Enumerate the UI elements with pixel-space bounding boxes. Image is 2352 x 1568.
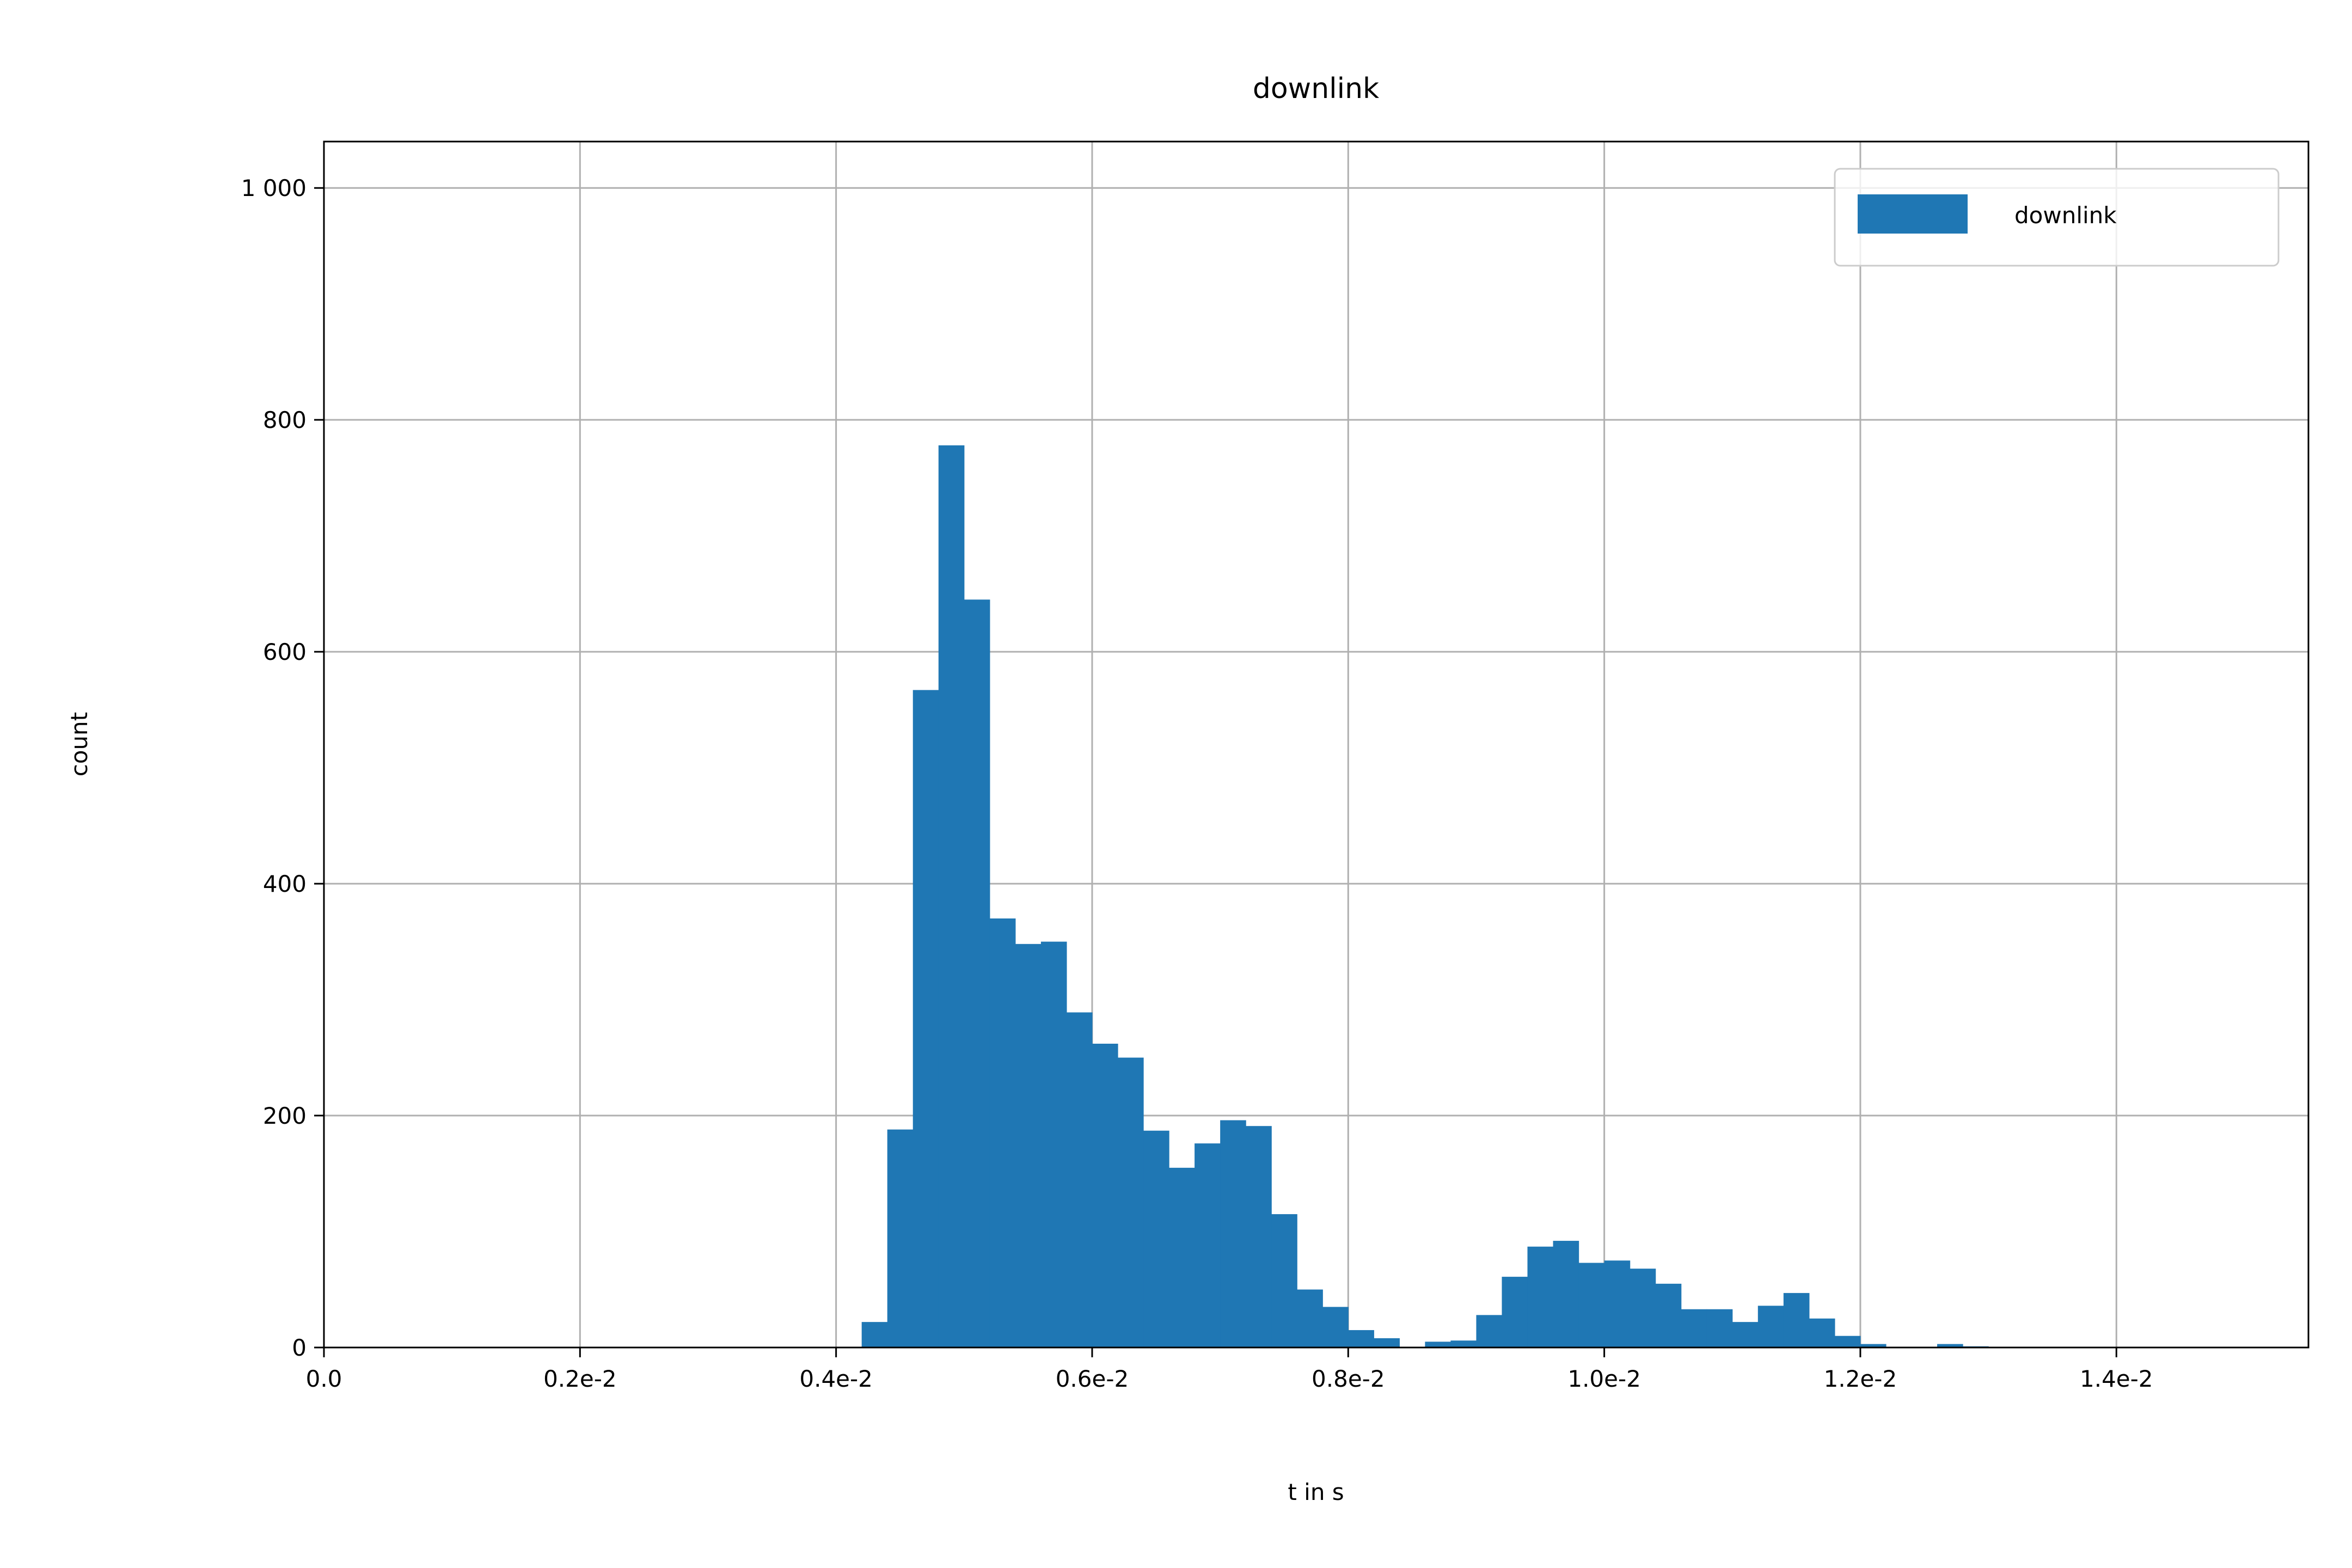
histogram-bar xyxy=(1655,1283,1682,1347)
histogram-bar xyxy=(989,918,1016,1347)
histogram-bar xyxy=(1169,1167,1195,1347)
histogram-bar xyxy=(1553,1241,1579,1347)
x-tick-label: 0.6e-2 xyxy=(1056,1365,1129,1392)
histogram-bar xyxy=(912,690,939,1347)
plot-area-background xyxy=(324,142,2308,1347)
histogram-bar xyxy=(1348,1330,1374,1347)
histogram-bar xyxy=(1527,1246,1554,1347)
plot-frame xyxy=(323,140,2310,1349)
histogram-bar xyxy=(1195,1143,1221,1347)
histogram-bar xyxy=(1322,1307,1349,1347)
histogram-bar xyxy=(1757,1306,1784,1347)
x-axis-label: t in s xyxy=(1288,1479,1344,1505)
legend-label: downlink xyxy=(2014,202,2117,229)
histogram-bar xyxy=(1809,1318,1835,1347)
histogram-bar xyxy=(861,1322,888,1347)
histogram-bar xyxy=(1578,1263,1605,1347)
histogram-bar xyxy=(887,1129,914,1347)
histogram-bar xyxy=(1220,1120,1246,1347)
x-tick-label: 0.4e-2 xyxy=(799,1365,873,1392)
histogram-bar xyxy=(1297,1289,1323,1347)
histogram-bar xyxy=(1040,941,1067,1347)
legend-box xyxy=(1834,168,2280,267)
legend-swatch xyxy=(1858,194,1968,234)
y-tick-label: 800 xyxy=(263,407,307,433)
legend: downlink xyxy=(1834,168,2280,267)
histogram-bar xyxy=(1066,1012,1093,1347)
histogram-bar xyxy=(1783,1293,1810,1347)
x-axis-ticks: 0.0 0.2e-2 0.4e-2 0.6e-2 0.8e-2 1.0e-2 1.2e-2 1… xyxy=(306,1347,2153,1392)
histogram-bar xyxy=(1450,1340,1477,1347)
x-tick-label: 0.0 xyxy=(306,1365,342,1392)
histogram-bar xyxy=(1374,1338,1400,1347)
y-tick-label: 0 xyxy=(292,1334,307,1361)
histogram-bar xyxy=(1246,1126,1272,1347)
x-tick-label: 1.2e-2 xyxy=(1824,1365,1897,1392)
y-axis-label: count xyxy=(66,712,93,777)
y-axis-ticks: 0 200 400 600 800 1 000 xyxy=(241,175,324,1361)
histogram-bar xyxy=(1937,1344,1963,1347)
histogram-bar xyxy=(1143,1130,1169,1347)
y-tick-label: 200 xyxy=(263,1102,307,1129)
x-tick-label: 1.0e-2 xyxy=(1567,1365,1641,1392)
histogram-bar xyxy=(1732,1322,1759,1347)
y-tick-label: 600 xyxy=(263,639,307,665)
histogram-bar xyxy=(1502,1277,1528,1347)
x-tick-label: 0.2e-2 xyxy=(543,1365,617,1392)
y-tick-label: 400 xyxy=(263,871,307,897)
histogram-bar xyxy=(1630,1269,1656,1347)
histogram-bar xyxy=(964,599,990,1347)
x-tick-label: 1.4e-2 xyxy=(2080,1365,2153,1392)
y-tick-label: 1 000 xyxy=(241,175,307,201)
histogram-bar xyxy=(1015,944,1042,1347)
histogram-bar xyxy=(938,445,965,1347)
x-tick-label: 0.8e-2 xyxy=(1312,1365,1385,1392)
histogram-bar xyxy=(1118,1057,1144,1347)
histogram-bar xyxy=(1681,1309,1707,1347)
histogram-bar xyxy=(1860,1344,1886,1347)
histogram-bar xyxy=(1092,1043,1118,1347)
histogram-bar xyxy=(1476,1315,1503,1347)
histogram-bar xyxy=(1271,1214,1297,1347)
histogram-bar xyxy=(1425,1342,1451,1347)
chart-title: downlink xyxy=(1253,72,1379,105)
histogram-bar xyxy=(1706,1309,1733,1347)
histogram-bar xyxy=(1834,1336,1861,1347)
histogram-bar xyxy=(1604,1260,1631,1347)
histogram-bars xyxy=(861,445,1989,1347)
